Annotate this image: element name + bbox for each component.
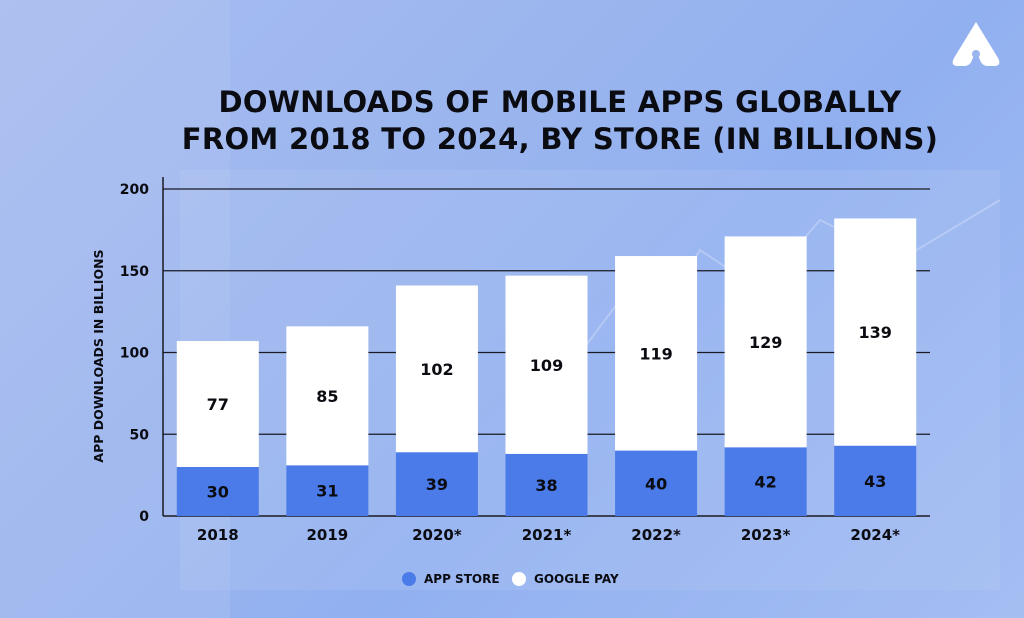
legend-item-app-store: APP STORE bbox=[402, 572, 500, 586]
data-label-google-pay: 119 bbox=[639, 344, 672, 363]
data-label-app-store: 43 bbox=[864, 472, 886, 491]
bar-segment-app-store bbox=[176, 466, 259, 516]
data-label-app-store: 39 bbox=[426, 475, 448, 494]
data-label-google-pay: 139 bbox=[859, 323, 892, 342]
data-label-google-pay: 109 bbox=[530, 356, 563, 375]
bar-segment-app-store bbox=[615, 450, 698, 516]
legend-swatch-app-store bbox=[402, 572, 416, 586]
legend-item-google-pay: GOOGLE PAY bbox=[512, 572, 619, 586]
bar-segment-google-pay bbox=[834, 218, 917, 446]
x-tick-label: 2023* bbox=[741, 526, 791, 544]
bar-segment-app-store bbox=[505, 453, 588, 516]
bar-segment-app-store bbox=[395, 452, 478, 516]
data-label-google-pay: 102 bbox=[420, 360, 453, 379]
legend: APP STORE GOOGLE PAY bbox=[0, 572, 1024, 592]
bar-segment-google-pay bbox=[724, 236, 807, 448]
y-tick-label: 100 bbox=[120, 346, 149, 362]
data-label-google-pay: 129 bbox=[749, 333, 782, 352]
x-tick-label: 2020* bbox=[412, 526, 462, 544]
bar-segment-google-pay bbox=[615, 256, 698, 451]
legend-label-app-store: APP STORE bbox=[424, 572, 500, 586]
legend-label-google-pay: GOOGLE PAY bbox=[534, 572, 619, 586]
data-label-app-store: 38 bbox=[535, 476, 557, 495]
y-tick-label: 150 bbox=[120, 264, 149, 280]
data-label-app-store: 30 bbox=[207, 482, 229, 501]
data-label-app-store: 42 bbox=[755, 473, 777, 492]
bar-segment-google-pay bbox=[505, 275, 588, 454]
bar-segment-google-pay bbox=[395, 285, 478, 453]
x-tick-label: 2018 bbox=[197, 526, 239, 544]
data-label-google-pay: 77 bbox=[207, 395, 229, 414]
x-tick-label: 2022* bbox=[631, 526, 681, 544]
chart-title: DOWNLOADS OF MOBILE APPS GLOBALLY FROM 2… bbox=[150, 84, 970, 158]
chart-title-line-1: DOWNLOADS OF MOBILE APPS GLOBALLY bbox=[218, 85, 902, 119]
data-label-app-store: 31 bbox=[316, 482, 338, 501]
y-tick-label: 0 bbox=[139, 509, 149, 525]
data-label-google-pay: 85 bbox=[316, 387, 338, 406]
bar-segment-app-store bbox=[724, 447, 807, 516]
x-tick-label: 2024* bbox=[850, 526, 900, 544]
x-tick-label: 2021* bbox=[522, 526, 572, 544]
y-tick-label: 200 bbox=[120, 182, 149, 198]
legend-swatch-google-pay bbox=[512, 572, 526, 586]
bar-segment-google-pay bbox=[286, 326, 369, 466]
bar-segment-app-store bbox=[834, 445, 917, 516]
brand-logo-icon bbox=[952, 22, 1000, 66]
data-label-app-store: 40 bbox=[645, 474, 667, 493]
y-tick-label: 50 bbox=[130, 427, 150, 443]
x-tick-label: 2019 bbox=[306, 526, 348, 544]
bar-segment-google-pay bbox=[176, 341, 259, 467]
chart-title-line-2: FROM 2018 TO 2024, BY STORE (IN BILLIONS… bbox=[181, 122, 939, 156]
bar-segment-app-store bbox=[286, 465, 369, 516]
